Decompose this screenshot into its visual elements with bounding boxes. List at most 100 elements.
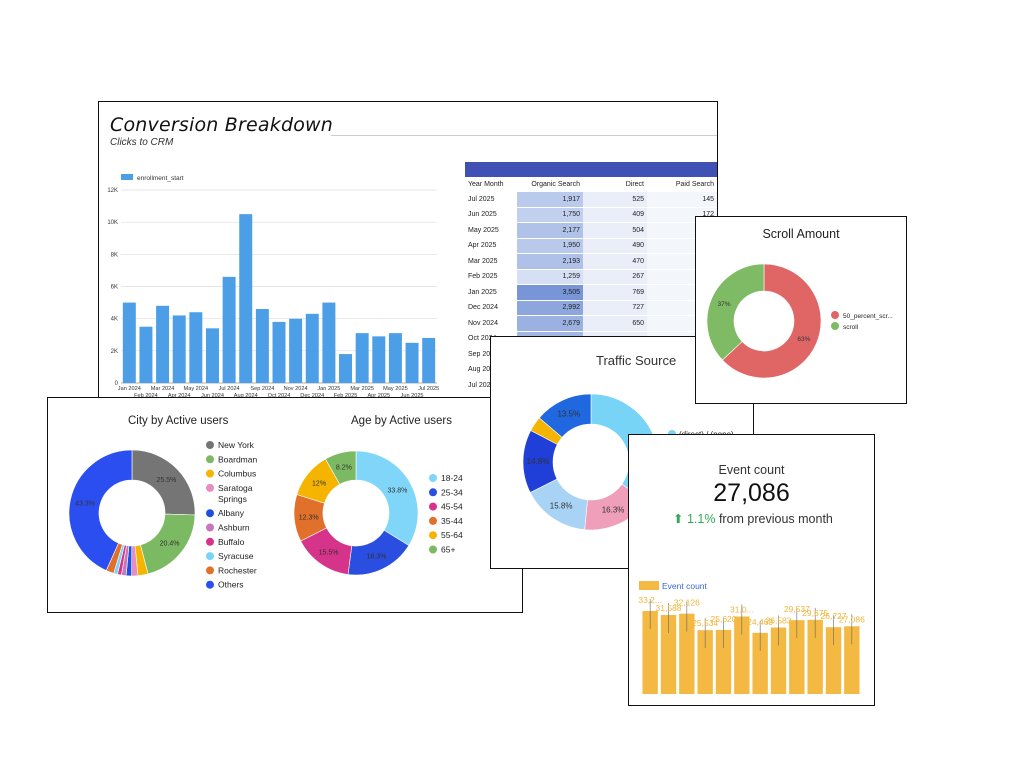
event-count-value: 27,086 xyxy=(713,479,790,507)
city-legend-dot xyxy=(206,580,214,589)
table-row: Apr 2025 1,950 490 xyxy=(465,238,717,254)
event-bar xyxy=(807,619,823,694)
x-tick-label: Jul 2024 xyxy=(219,386,240,392)
scroll-slice-label: 63% xyxy=(797,336,810,343)
table-row: Mar 2025 2,193 470 xyxy=(465,253,717,270)
x-tick-label: Sep 2024 xyxy=(250,386,274,392)
cell-organic-search: 1,917 xyxy=(517,192,583,208)
event-data-label: 29,537 xyxy=(784,604,810,614)
city-age-donuts: 25.5% 20.4% 43.3% New York Boardman Columbus S… xyxy=(68,440,463,590)
change-percent: 1.1% xyxy=(686,512,716,526)
scroll-amount-card: Scroll Amount 63% 37% 50_percent_scr... scr… xyxy=(695,216,907,404)
cell-year-month: Jan 2025 xyxy=(465,284,517,301)
bar xyxy=(372,336,386,383)
cell-organic-search: 2,193 xyxy=(517,253,583,270)
event-bar xyxy=(770,627,787,694)
bar xyxy=(255,309,269,383)
scroll-legend-label: scroll xyxy=(843,324,859,331)
x-tick-label: Dec 2024 xyxy=(300,393,324,399)
x-tick-label: May 2025 xyxy=(383,386,408,392)
scroll-title: Scroll Amount xyxy=(762,227,840,241)
city-legend-dot xyxy=(206,469,214,478)
city-slice-label: 43.3% xyxy=(75,500,95,507)
event-bar xyxy=(660,615,677,694)
age-slice xyxy=(355,450,419,546)
table-row: Nov 2024 2,679 650 xyxy=(465,315,717,332)
bar xyxy=(339,354,353,383)
event-legend-swatch xyxy=(639,581,659,590)
col-direct[interactable]: Direct xyxy=(625,181,644,188)
scroll-legend-label: 50_percent_scr... xyxy=(843,313,893,320)
event-bar xyxy=(734,616,750,694)
trend-up-icon: ⬆ xyxy=(673,512,684,526)
event-count-card: Event count 27,086 ⬆ 1.1% from previous … xyxy=(628,434,875,706)
city-slice-label: 20.4% xyxy=(160,540,180,547)
city-legend-label: Ashburn xyxy=(218,523,250,533)
bar xyxy=(305,313,319,383)
traffic-slice-label: 14.8% xyxy=(527,457,550,466)
scroll-slice xyxy=(722,263,822,379)
bar xyxy=(156,305,170,383)
title-divider xyxy=(331,135,717,136)
event-data-label: 25,534 xyxy=(692,618,718,628)
city-legend-dot xyxy=(206,509,214,518)
cell-year-month: Apr 2025 xyxy=(465,238,517,254)
event-bar xyxy=(844,626,860,694)
city-slice xyxy=(68,449,133,571)
traffic-slice-label: 13.5% xyxy=(557,409,580,418)
event-bar xyxy=(715,629,732,694)
bar xyxy=(388,333,402,383)
x-tick-label: Apr 2025 xyxy=(367,393,390,399)
cell-organic-search: 2,992 xyxy=(517,300,583,316)
cell-year-month: Jul 2025 xyxy=(465,192,517,208)
y-tick-label: 6K xyxy=(111,285,118,291)
event-bar xyxy=(679,613,695,694)
x-tick-label: Apr 2024 xyxy=(168,393,191,399)
table-row: Dec 2024 2,992 727 xyxy=(465,300,717,316)
age-legend-dot xyxy=(429,531,437,540)
table-row: Feb 2025 1,259 267 xyxy=(465,269,717,285)
city-legend-label: Saratoga xyxy=(218,483,253,493)
cell-year-month: May 2025 xyxy=(465,222,517,239)
city-legend-dot xyxy=(206,566,214,575)
age-legend-label: 18-24 xyxy=(441,473,463,483)
cell-direct: 525 xyxy=(583,192,647,208)
x-tick-label: May 2024 xyxy=(184,386,209,392)
event-data-label: 29,675 xyxy=(802,608,828,618)
bar xyxy=(205,328,219,383)
cell-year-month: Mar 2025 xyxy=(465,253,517,270)
age-legend-label: 55-64 xyxy=(441,530,463,540)
traffic-slice-label: 15.8% xyxy=(550,501,573,510)
event-bar xyxy=(697,630,713,694)
traffic-title: Traffic Source xyxy=(596,353,677,368)
y-tick-label: 12K xyxy=(107,188,118,194)
x-tick-label: Jan 2025 xyxy=(317,386,340,392)
age-slice-label: 8.2% xyxy=(336,465,352,472)
event-data-label: 26,727 xyxy=(821,611,847,621)
x-tick-label: Mar 2025 xyxy=(350,386,374,392)
x-tick-label: Feb 2025 xyxy=(334,393,358,399)
age-slice-label: 12.3% xyxy=(299,514,319,521)
cell-organic-search: 2,177 xyxy=(517,222,583,239)
col-paid-search[interactable]: Paid Search xyxy=(675,181,714,188)
scroll-slice xyxy=(706,263,765,361)
city-legend-dot xyxy=(206,523,214,532)
city-legend-label: Buffalo xyxy=(218,537,245,547)
x-tick-label: Jan 2024 xyxy=(118,386,141,392)
age-legend-label: 45-54 xyxy=(441,502,463,512)
table-header-row: Year Month Organic Search Direct Paid Se… xyxy=(465,177,717,192)
event-bar xyxy=(642,611,658,694)
cell-organic-search: 3,505 xyxy=(517,284,583,301)
col-year-month[interactable]: Year Month xyxy=(468,181,504,188)
age-legend-dot xyxy=(429,545,437,554)
x-tick-label: Feb 2024 xyxy=(134,393,158,399)
city-slice-label: 25.5% xyxy=(157,477,177,484)
cell-organic-search: 2,679 xyxy=(517,315,583,332)
x-tick-label: Oct 2024 xyxy=(268,393,291,399)
bar xyxy=(172,315,186,383)
col-organic-search[interactable]: Organic Search xyxy=(531,181,580,188)
age-legend-label: 65+ xyxy=(441,545,455,555)
traffic-slice xyxy=(538,393,592,438)
city-chart-title: City by Active users xyxy=(128,415,229,427)
